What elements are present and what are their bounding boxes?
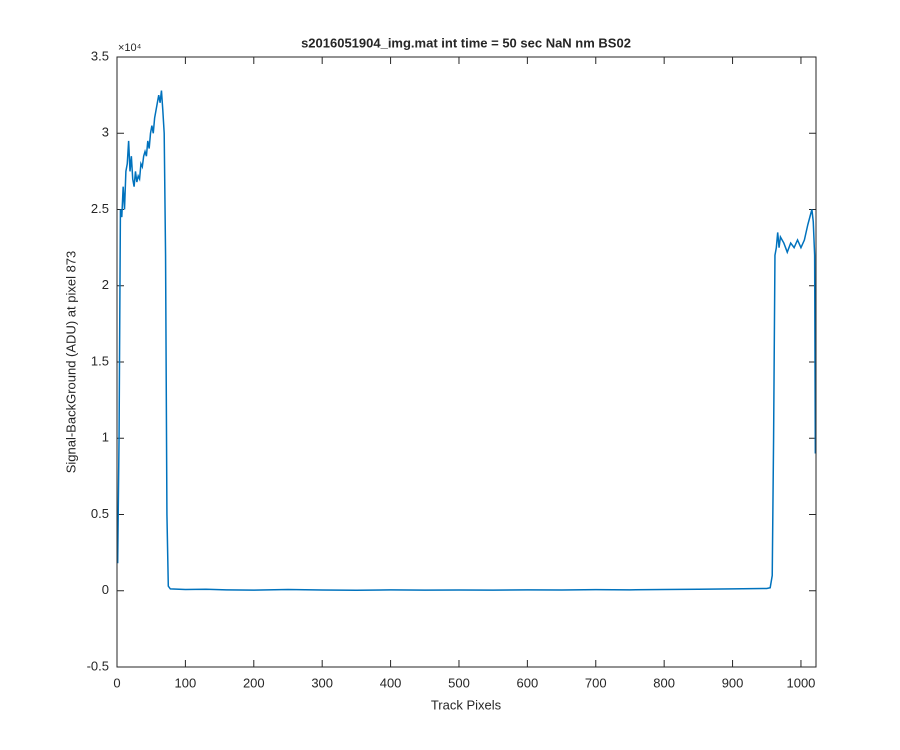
y-tick-label: 2.5: [91, 201, 109, 216]
y-tick-label: 1.5: [91, 353, 109, 368]
chart-title: s2016051904_img.mat int time = 50 sec Na…: [301, 35, 631, 50]
x-tick-label: 800: [653, 675, 675, 690]
y-tick-label: 0.5: [91, 506, 109, 521]
plot-frame: [116, 56, 817, 668]
y-tick-label: 3.5: [91, 48, 109, 63]
x-tick-label: 900: [722, 675, 744, 690]
data-line: [116, 90, 817, 592]
y-tick-label: 2: [102, 277, 109, 292]
y-tick-label: 3: [102, 125, 109, 140]
x-axis-label: Track Pixels: [431, 697, 502, 712]
y-tick-label: 0: [102, 582, 109, 597]
x-tick-label: 1000: [786, 675, 815, 690]
y-tick-label: 1: [102, 430, 109, 445]
x-tick-label: 300: [311, 675, 333, 690]
x-tick-label: 500: [448, 675, 470, 690]
x-tick-label: 200: [243, 675, 265, 690]
x-tick-label: 700: [585, 675, 607, 690]
x-tick-label: 600: [517, 675, 539, 690]
y-tick-label: -0.5: [87, 658, 109, 673]
x-tick-label: 0: [113, 675, 120, 690]
y-axis-label: Signal-BackGround (ADU) at pixel 873: [63, 251, 78, 474]
x-tick-label: 100: [175, 675, 197, 690]
x-tick-label: 400: [380, 675, 402, 690]
y-multiplier: ×10⁴: [118, 42, 142, 54]
